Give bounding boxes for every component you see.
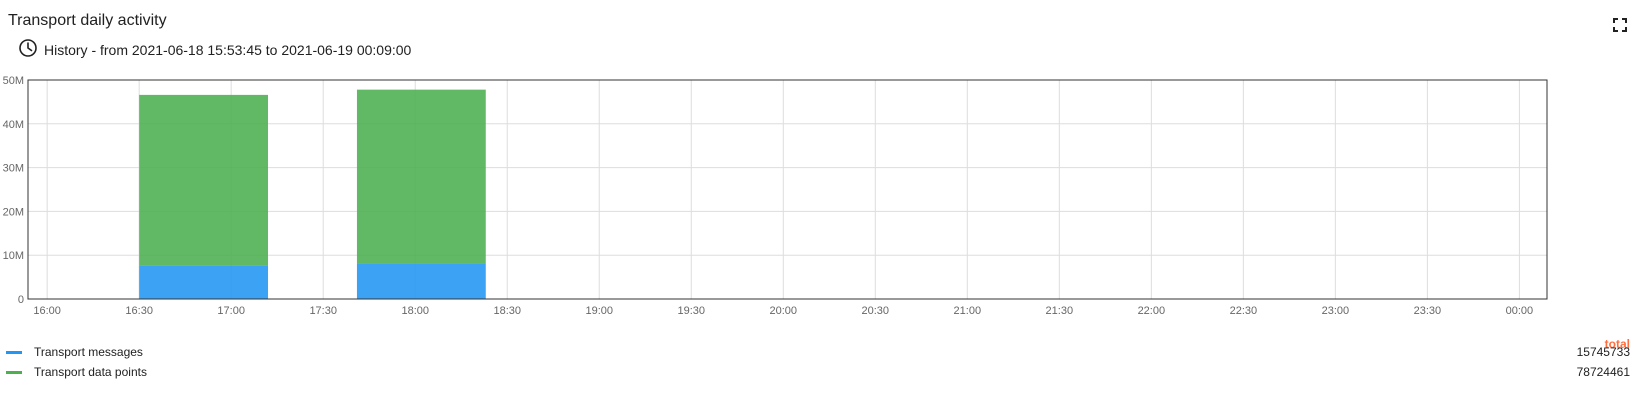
history-label: History - from 2021-06-18 15:53:45 to 20…	[44, 41, 412, 58]
x-tick-label: 17:30	[309, 305, 337, 317]
legend-total-value: 78724461	[1576, 365, 1630, 379]
x-tick-label: 23:00	[1322, 305, 1350, 317]
x-tick-label: 19:30	[678, 305, 706, 317]
x-tick-label: 21:30	[1046, 305, 1074, 317]
y-tick-label: 50M	[3, 75, 24, 87]
bar-transport-data-points	[139, 94, 269, 266]
y-tick-label: 40M	[3, 119, 24, 131]
x-tick-label: 17:00	[217, 305, 245, 317]
legend-swatch	[6, 371, 22, 374]
legend-label: Transport messages	[34, 345, 143, 359]
x-tick-label: 19:00	[585, 305, 613, 317]
y-tick-label: 10M	[3, 250, 24, 262]
x-tick-label: 18:00	[401, 305, 429, 317]
widget-title: Transport daily activity	[8, 12, 167, 29]
transport-activity-chart: 0 10M 20M 30M 40M 50M 16:00 16:30 17:00 17:30 18:0…	[3, 75, 1548, 317]
legend-total-value: 15745733	[1576, 345, 1630, 359]
history-timewindow[interactable]: History - from 2021-06-18 15:53:45 to 20…	[18, 38, 411, 61]
legend-total-header: total	[1604, 337, 1630, 351]
y-tick-label: 20M	[3, 206, 24, 218]
legend-swatch	[6, 351, 22, 354]
x-tick-label: 00:00	[1506, 305, 1534, 317]
x-tick-label: 16:30	[125, 305, 153, 317]
x-tick-label: 20:00	[770, 305, 798, 317]
plot-frame	[27, 79, 1548, 300]
fullscreen-icon[interactable]	[1612, 17, 1628, 33]
legend-label: Transport data points	[34, 365, 147, 379]
x-tick-label: 22:00	[1138, 305, 1166, 317]
x-tick-label: 23:30	[1414, 305, 1442, 317]
legend-item-transport-data-points[interactable]: Transport data points 78724461	[0, 363, 1642, 383]
bar-transport-data-points	[356, 89, 486, 264]
clock-icon	[18, 38, 38, 61]
y-tick-label: 30M	[3, 163, 24, 175]
x-tick-label: 22:30	[1230, 305, 1258, 317]
x-tick-label: 16:00	[33, 305, 61, 317]
x-tick-label: 20:30	[862, 305, 890, 317]
legend-item-transport-messages[interactable]: Transport messages 15745733	[0, 343, 1642, 363]
x-tick-label: 21:00	[954, 305, 982, 317]
x-tick-label: 18:30	[493, 305, 521, 317]
bar-transport-messages	[139, 265, 269, 299]
bar-transport-messages	[356, 263, 486, 299]
y-tick-label: 0	[18, 294, 24, 306]
